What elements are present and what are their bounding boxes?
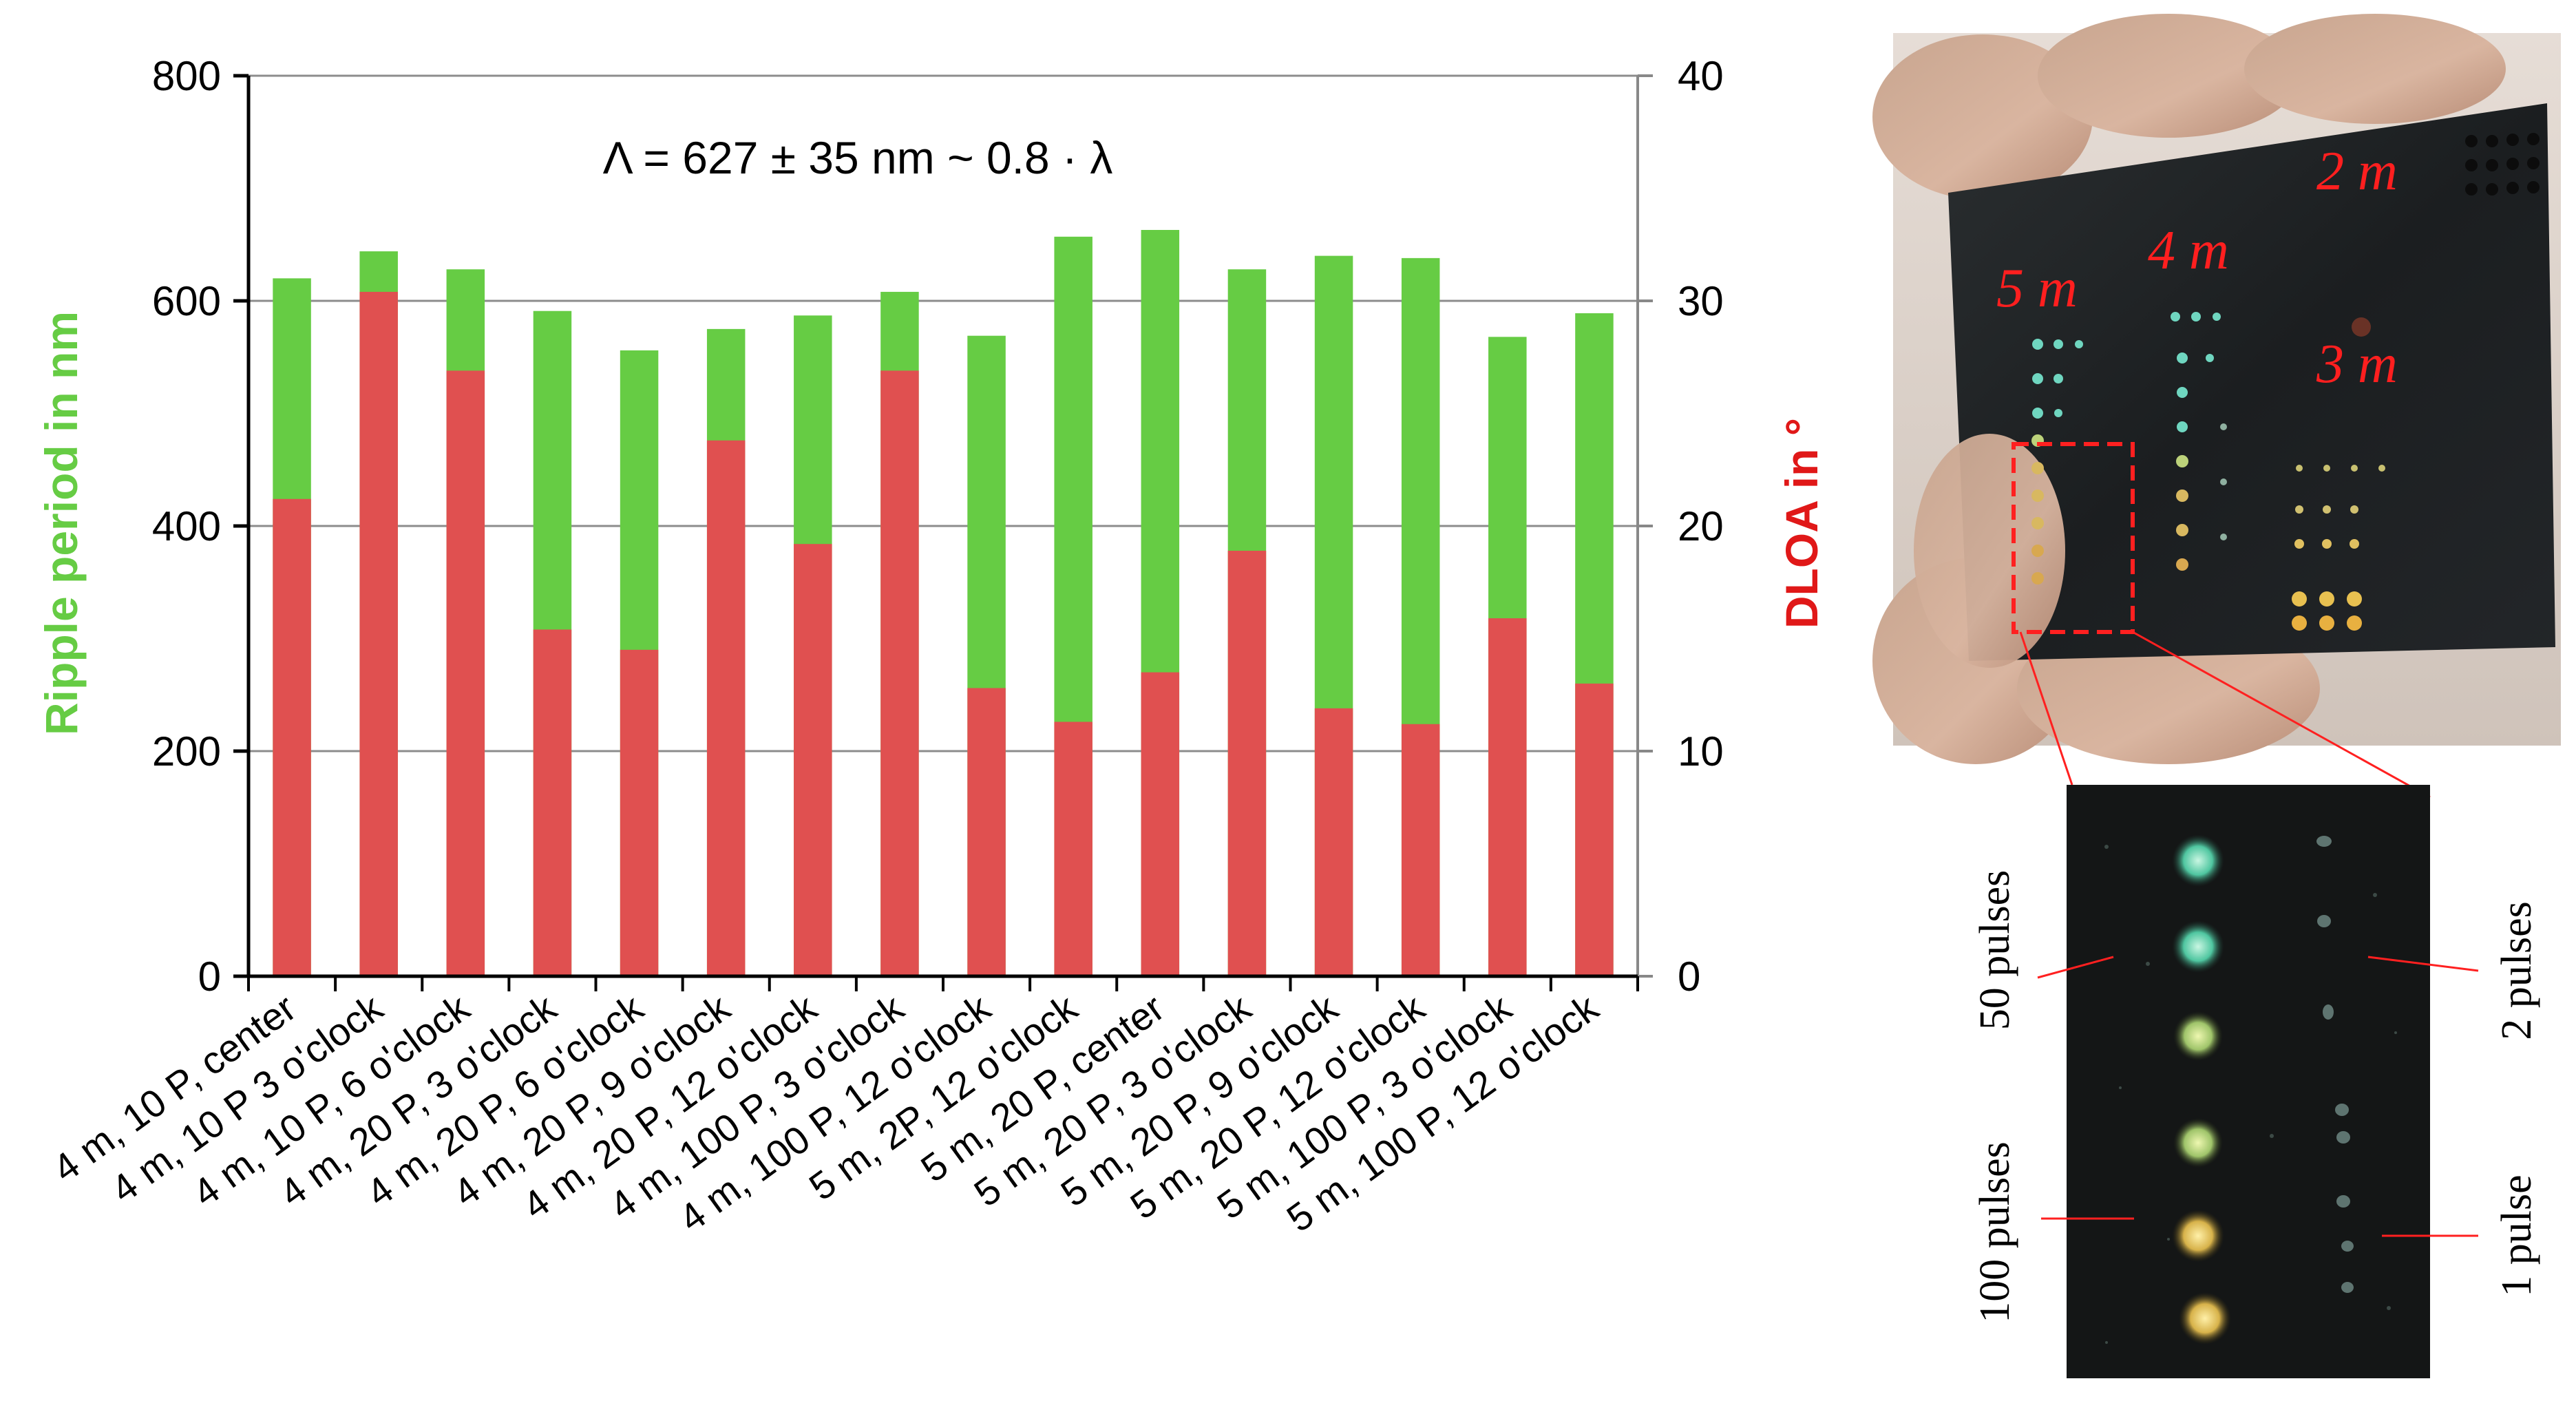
bar-dloa xyxy=(533,629,572,976)
y-tick-label-left: 0 xyxy=(198,954,221,1000)
bar-dloa xyxy=(880,370,919,976)
bar-dloa xyxy=(1054,721,1092,976)
ripple-period-annotation: Λ = 627 ± 35 nm ~ 0.8 · λ xyxy=(603,132,1113,183)
zoom-inset xyxy=(2037,785,2479,1378)
photo-label-3m: 3 m xyxy=(2316,334,2398,394)
zoom-connector-right xyxy=(2132,631,2431,799)
y-tick-label-right: 0 xyxy=(1678,954,1700,1000)
bar-dloa xyxy=(706,440,746,976)
bar-dloa xyxy=(1227,550,1267,976)
bars xyxy=(273,229,1614,977)
bar-dloa xyxy=(1575,683,1614,976)
y-tick-label-right: 30 xyxy=(1678,278,1724,324)
y-tick-label-left: 400 xyxy=(152,503,221,549)
bar-dloa xyxy=(359,291,398,976)
inset-label-50-pulses: 50 pulses xyxy=(1972,870,2018,1031)
bar-dloa xyxy=(1401,724,1440,976)
bar-dloa xyxy=(273,498,311,976)
inset-label-100-pulses: 100 pulses xyxy=(1972,1141,2018,1323)
selection-box xyxy=(2012,442,2135,634)
bar-dloa xyxy=(1314,708,1353,976)
photo-label-5m: 5 m xyxy=(1996,258,2078,319)
y-axis-title-right: DLOA in ° xyxy=(1776,418,1827,629)
bar-dloa xyxy=(620,649,659,976)
bar-dloa xyxy=(446,370,485,976)
bar-dloa xyxy=(967,688,1006,976)
y-tick-label-right: 10 xyxy=(1678,728,1724,775)
y-tick-label-left: 200 xyxy=(152,728,221,775)
zoom-connector-left xyxy=(2019,631,2073,786)
sample-photo: 2 m 4 m 5 m 3 m xyxy=(1872,14,2561,764)
axes-ticks: 0 200 400 600 800 0 10 20 30 40 xyxy=(152,53,1724,1000)
y-axis-title-left: Ripple period in nm xyxy=(36,311,87,735)
bar-dloa xyxy=(794,544,832,976)
photo-label-4m: 4 m xyxy=(2148,220,2229,281)
photo-label-2m: 2 m xyxy=(2316,141,2398,202)
y-tick-label-right: 40 xyxy=(1678,53,1724,99)
y-tick-label-left: 600 xyxy=(152,278,221,324)
inset-label-1-pulse: 1 pulse xyxy=(2493,1174,2540,1296)
inset-label-2-pulses: 2 pulses xyxy=(2493,901,2540,1040)
bar-dloa xyxy=(1141,672,1180,976)
y-tick-label-left: 800 xyxy=(152,53,221,99)
y-tick-label-right: 20 xyxy=(1678,503,1724,549)
bar-dloa xyxy=(1488,618,1527,976)
